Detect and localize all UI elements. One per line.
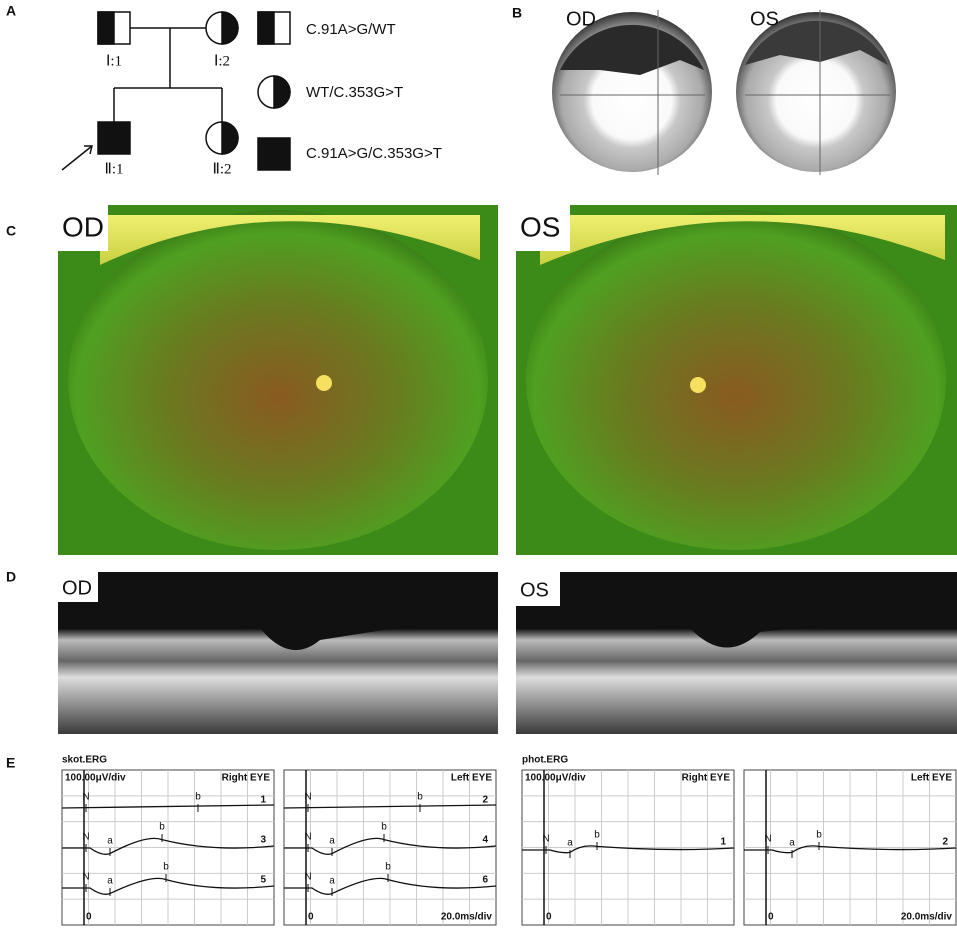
time-scale: 20.0ms/div <box>901 912 953 923</box>
panel-e: E skot.ERG 100.00μV/div Right EYE 0 1 N b 3 N a b 5… <box>6 755 957 926</box>
trace-number: 3 <box>260 835 266 846</box>
erg-title: phot.ERG <box>522 755 568 766</box>
marker-label: b <box>816 830 822 841</box>
pedigree-lines <box>61 27 223 171</box>
eye-label: Left EYE <box>911 773 952 784</box>
panel-d: D OD OS <box>6 569 957 734</box>
marker-label: N <box>82 872 89 883</box>
member-label: Ⅰ:2 <box>214 53 230 69</box>
erg-trace <box>283 804 497 809</box>
trace-number: 2 <box>942 837 948 848</box>
panel-label: B <box>512 5 522 21</box>
eye-label: Right EYE <box>222 773 271 784</box>
marker-label: a <box>329 876 335 887</box>
marker-label: a <box>789 838 795 849</box>
panel-c: C OD OS <box>6 205 957 555</box>
erg-trace <box>284 877 497 895</box>
marker-label: a <box>329 836 335 847</box>
marker-label: N <box>82 832 89 843</box>
marker-label: b <box>417 792 423 803</box>
marker-label: b <box>594 830 600 841</box>
trace-number: 1 <box>260 795 266 806</box>
erg-trace <box>61 804 275 809</box>
eye-label: OS <box>750 8 779 30</box>
eye-label: Left EYE <box>451 773 492 784</box>
pedigree-symbols <box>97 11 291 171</box>
panel-label: C <box>6 223 16 239</box>
erg-trace <box>62 877 275 895</box>
zero-label: 0 <box>86 912 92 923</box>
eye-label: OS <box>520 211 560 242</box>
zero-label: 0 <box>308 912 314 923</box>
member-label: Ⅱ:1 <box>104 161 123 177</box>
zero-label: 0 <box>768 912 774 923</box>
eye-label: Right EYE <box>682 773 731 784</box>
time-scale: 20.0ms/div <box>441 912 493 923</box>
trace-number: 1 <box>720 837 726 848</box>
legend-text: C.91A>G/WT <box>306 21 396 38</box>
trace-number: 5 <box>260 875 266 886</box>
marker-label: N <box>82 792 89 803</box>
marker-label: N <box>542 834 549 845</box>
member-label: Ⅰ:1 <box>106 53 122 69</box>
marker-label: N <box>304 832 311 843</box>
eye-label: OD <box>566 8 596 30</box>
marker-label: b <box>195 792 201 803</box>
visual-field <box>552 10 896 175</box>
oct-image <box>58 572 957 734</box>
erg-trace <box>62 837 275 855</box>
erg-trace <box>744 845 957 854</box>
erg-title: skot.ERG <box>62 755 107 766</box>
trace-number: 6 <box>482 875 488 886</box>
member-label: Ⅱ:2 <box>212 161 231 177</box>
panel-b: B OD OS <box>512 5 896 175</box>
zero-label: 0 <box>546 912 552 923</box>
marker-label: b <box>163 862 169 873</box>
eye-label: OD <box>62 577 92 599</box>
marker-label: N <box>304 792 311 803</box>
trace-number: 4 <box>482 835 488 846</box>
panel-a: A Ⅰ:1 Ⅰ:2 Ⅱ:1 Ⅱ:2 C.91A>G/WT WT/C.353G>T… <box>6 3 442 178</box>
trace-number: 2 <box>482 795 488 806</box>
eye-label: OD <box>62 211 104 242</box>
marker-label: b <box>159 822 165 833</box>
legend-text: C.91A>G/C.353G>T <box>306 145 442 162</box>
marker-label: a <box>107 836 113 847</box>
amplitude-scale: 100.00μV/div <box>65 773 126 784</box>
fundus-image <box>58 205 957 555</box>
marker-label: b <box>385 862 391 873</box>
amplitude-scale: 100.00μV/div <box>525 773 586 784</box>
panel-label: E <box>6 755 15 771</box>
erg-trace <box>284 837 497 855</box>
eye-label: OS <box>520 579 549 601</box>
panel-label: D <box>6 569 16 585</box>
marker-label: a <box>567 838 573 849</box>
marker-label: b <box>381 822 387 833</box>
marker-label: N <box>304 872 311 883</box>
legend-text: WT/C.353G>T <box>306 84 403 101</box>
panel-label: A <box>6 3 16 19</box>
erg-trace <box>522 845 735 854</box>
marker-label: a <box>107 876 113 887</box>
marker-label: N <box>764 834 771 845</box>
